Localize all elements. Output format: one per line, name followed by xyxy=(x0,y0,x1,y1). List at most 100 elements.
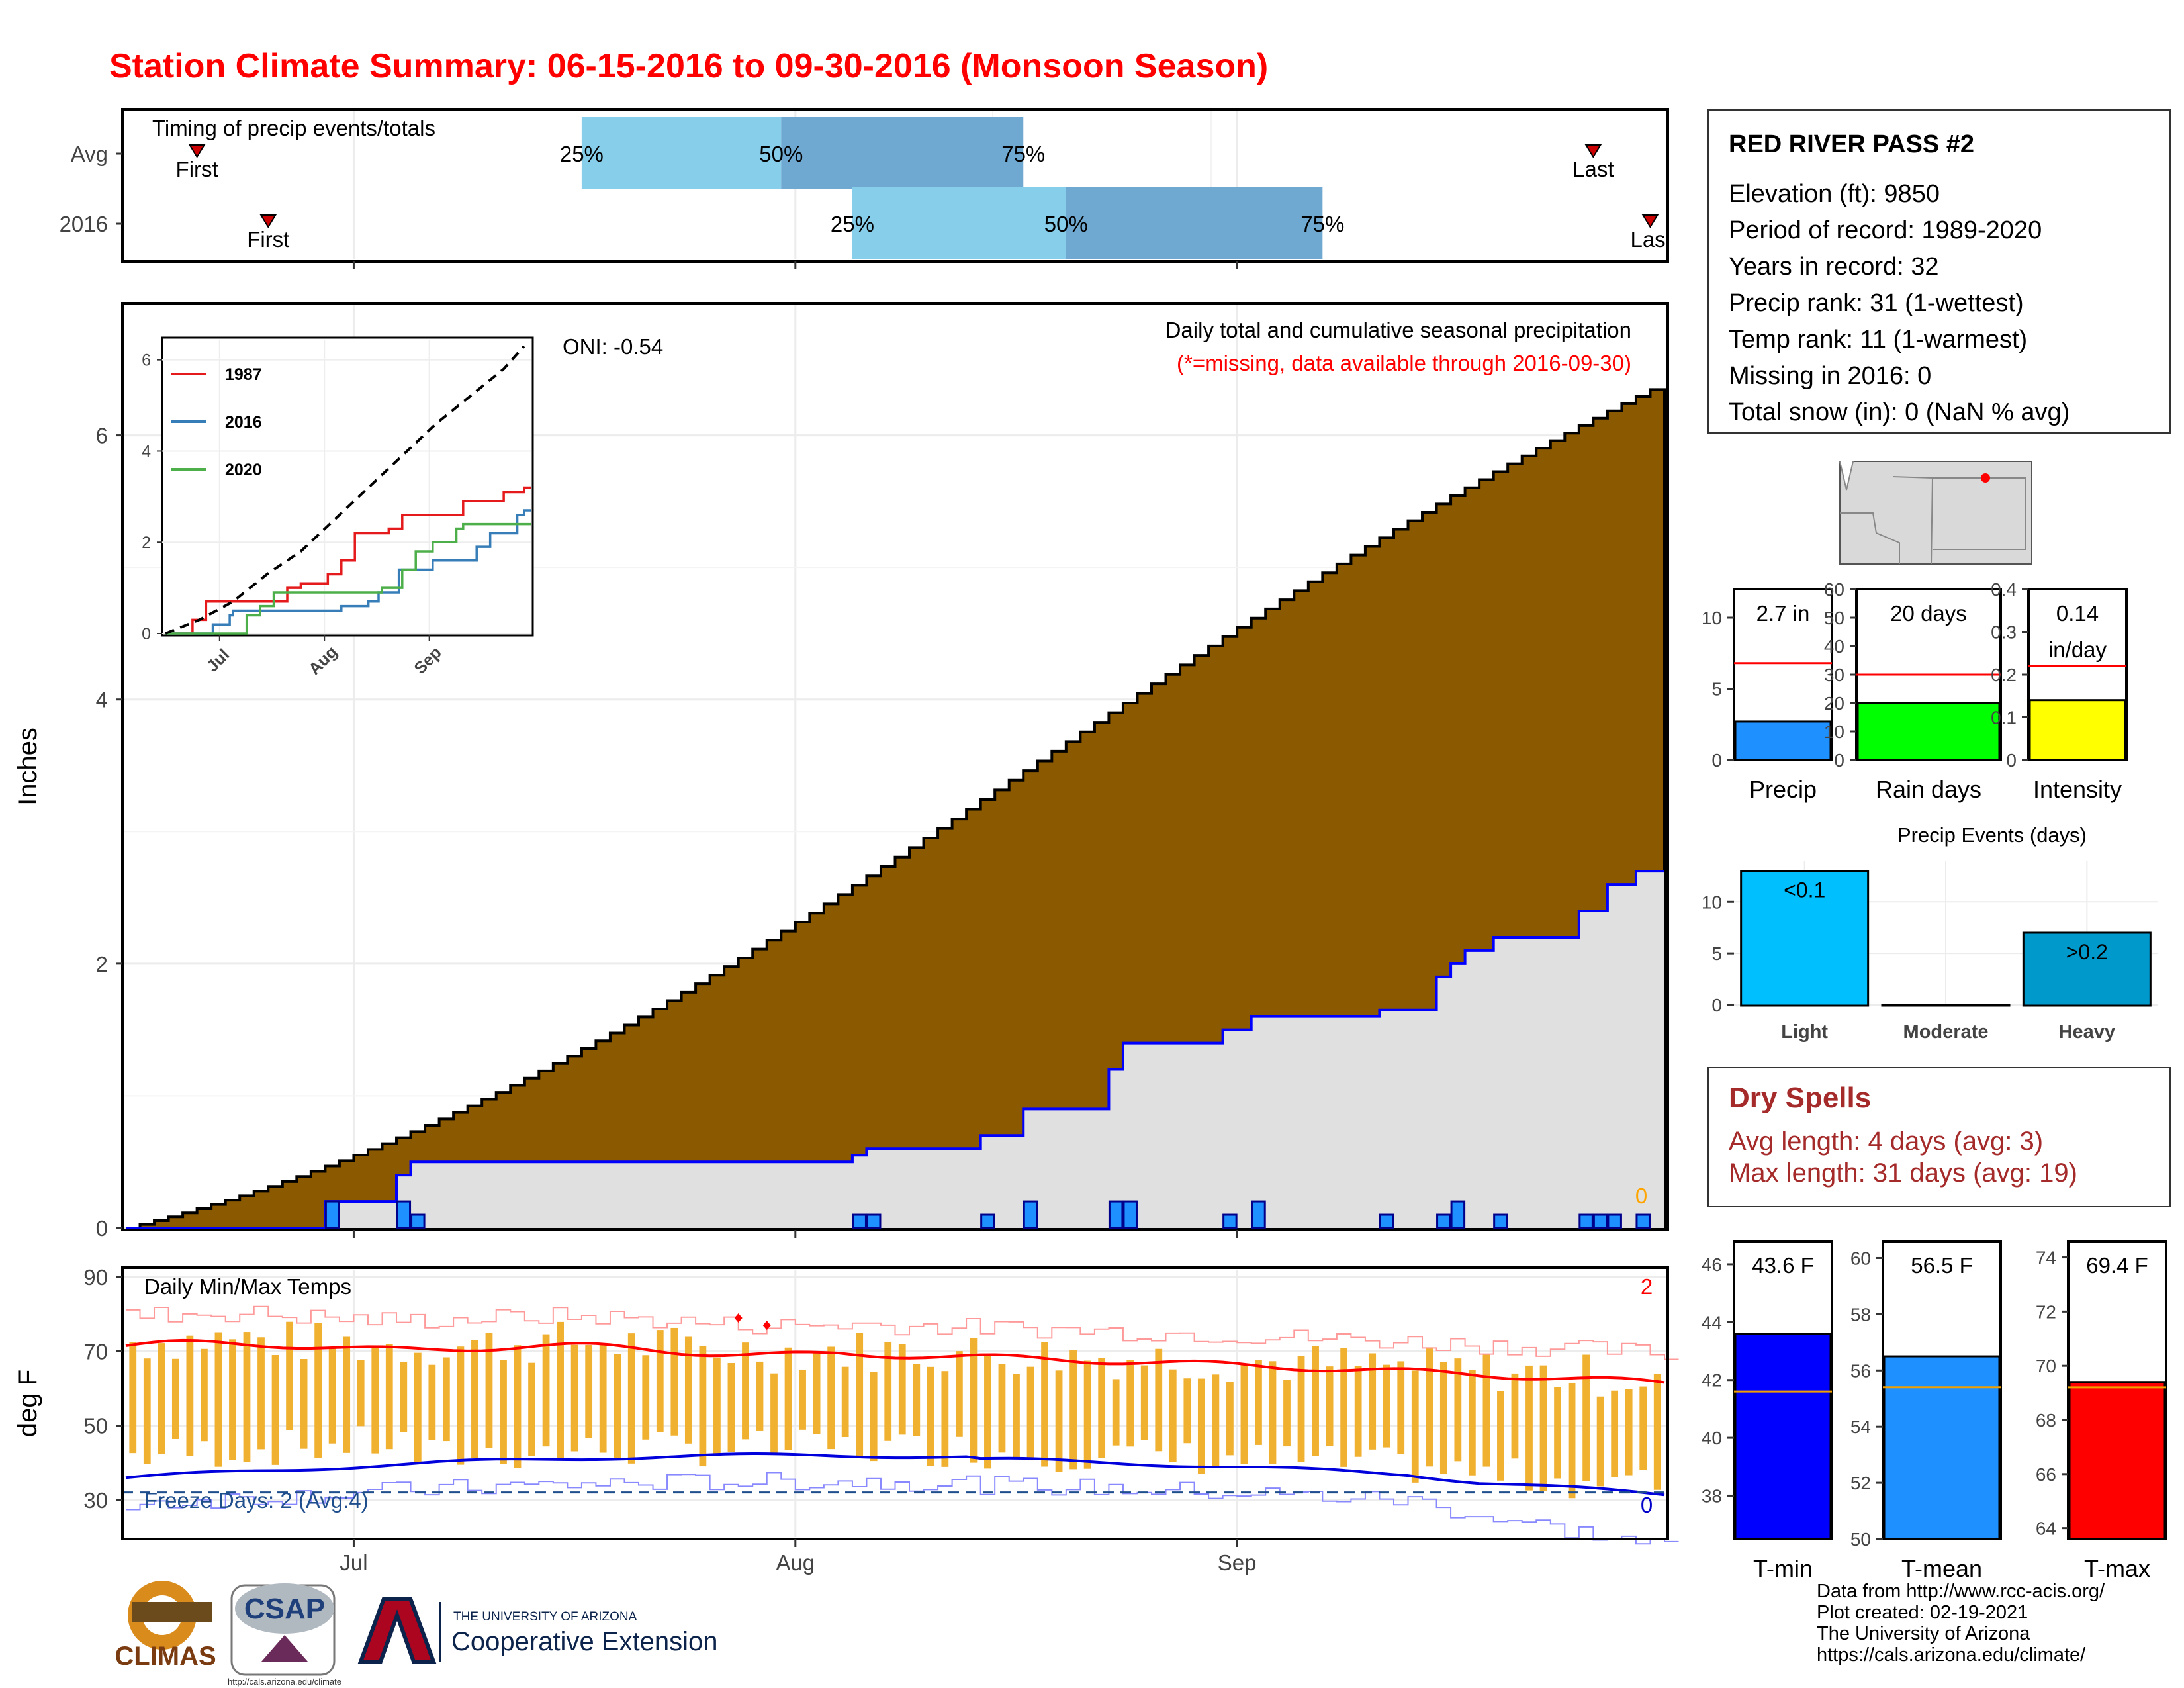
daily-precip-bar xyxy=(1251,1200,1266,1229)
inset-frame xyxy=(161,336,534,637)
daily-temp-range-bar xyxy=(314,1323,322,1458)
daily-temp-range-bar xyxy=(1511,1373,1519,1459)
daily-temp-range-bar xyxy=(1169,1369,1177,1462)
oni-label: ONI: -0.54 xyxy=(563,334,663,359)
daily-temp-range-bar xyxy=(1069,1350,1077,1470)
daily-temp-range-bar xyxy=(1326,1366,1334,1446)
daily-temp-range-bar xyxy=(1497,1391,1504,1481)
credit-line: Plot created: 02-19-2021 xyxy=(1817,1602,2028,1623)
station-info-box: RED RIVER PASS #2 Elevation (ft): 9850 P… xyxy=(1707,109,2171,434)
csap-url: http://cals.arizona.edu/climate xyxy=(228,1677,341,1687)
inset-series-2020 xyxy=(165,522,531,635)
temperature-panel: Daily Min/Max Temps Freeze Days: 2 (Avg:… xyxy=(13,1265,1679,1575)
temperature-xtick-label: Sep xyxy=(1218,1550,1257,1575)
station-info-line: Missing in 2016: 0 xyxy=(1729,362,1932,390)
daily-temp-range-bar xyxy=(1611,1390,1619,1477)
temperature-frame xyxy=(121,1266,1669,1540)
summary-value-label: 43.6 F xyxy=(1752,1253,1814,1278)
summary-ytick-label: 74 xyxy=(2036,1248,2056,1268)
daily-temp-range-bar xyxy=(799,1369,806,1430)
inset-ytick-label: 2 xyxy=(142,534,151,552)
daily-temp-range-bar xyxy=(870,1372,878,1462)
summary-ytick-label: 44 xyxy=(1702,1312,1722,1333)
timing-pct-label: 25% xyxy=(831,212,874,236)
events-ytick-label: 5 xyxy=(1711,943,1722,964)
first-event-label: First xyxy=(176,157,218,181)
last-event-label: Last xyxy=(1572,157,1614,181)
daily-temp-range-bar xyxy=(984,1354,991,1469)
daily-precip-bar xyxy=(1592,1213,1608,1229)
cumulative-corner-count: 0 xyxy=(1635,1184,1647,1208)
summary-value-label: 0.14 xyxy=(2056,601,2099,626)
daily-temp-range-bar xyxy=(898,1344,906,1435)
daily-temp-range-bar xyxy=(742,1342,749,1440)
summary-ytick-label: 0.1 xyxy=(1991,708,2017,728)
daily-precip-bar xyxy=(1023,1200,1038,1229)
daily-temp-range-bar xyxy=(1041,1342,1048,1467)
temp-lo-count: 0 xyxy=(1641,1493,1653,1517)
summary-ytick-label: 60 xyxy=(1824,579,1844,600)
summary-value-bar xyxy=(2068,1381,2166,1540)
last-event-label: Las xyxy=(1630,227,1665,252)
daily-temp-range-bar xyxy=(756,1361,764,1431)
daily-temp-range-bar xyxy=(614,1354,621,1460)
last-event-marker xyxy=(1641,214,1659,228)
daily-temp-range-bar xyxy=(1397,1361,1405,1454)
events-ytick-label: 0 xyxy=(1711,995,1722,1015)
daily-temp-range-bar xyxy=(627,1333,635,1464)
summary-ytick-label: 30 xyxy=(1824,665,1844,685)
timing-bar-25-50 xyxy=(852,187,1066,259)
summary-panel-name: Precip xyxy=(1749,776,1817,803)
credits-block: Data from http://www.rcc-acis.org/ Plot … xyxy=(1817,1581,2105,1665)
daily-temp-range-bar xyxy=(428,1364,436,1440)
summary-ytick-label: 10 xyxy=(1702,608,1722,628)
daily-temp-range-bar xyxy=(1411,1370,1419,1483)
daily-temp-range-bar xyxy=(158,1343,165,1454)
daily-temp-range-bar xyxy=(1340,1348,1348,1467)
daily-temp-range-bar xyxy=(1554,1387,1561,1479)
events-bar-label: <0.1 xyxy=(1784,878,1825,902)
daily-temp-range-bar xyxy=(599,1344,607,1453)
cumulative-ylabel: Inches xyxy=(13,727,42,806)
daily-temp-range-bar xyxy=(856,1333,864,1457)
station-info-line: Temp rank: 11 (1-warmest) xyxy=(1729,326,2028,353)
daily-precip-bar xyxy=(980,1213,995,1229)
climas-logo: CLIMAS xyxy=(114,1581,216,1671)
daily-temp-range-bar xyxy=(400,1361,408,1432)
summary-panel-name: Intensity xyxy=(2033,776,2122,803)
daily-temp-range-bar xyxy=(970,1338,978,1463)
timing-row-label: Avg xyxy=(71,142,108,166)
summary-value-bar xyxy=(1883,1355,2001,1540)
summary-value-label: 20 days xyxy=(1890,601,1967,626)
daily-temp-range-bar xyxy=(442,1357,450,1442)
daily-temp-range-bar xyxy=(713,1357,721,1454)
station-location-marker xyxy=(1981,473,1990,483)
first-event-label: First xyxy=(247,227,289,252)
inset-ytick-label: 4 xyxy=(142,442,151,461)
summary-ytick-label: 10 xyxy=(1824,722,1844,742)
summary-ytick-label: 0.3 xyxy=(1991,622,2017,643)
summary-value-bar xyxy=(1734,720,1832,761)
daily-precip-bar xyxy=(324,1200,340,1229)
daily-temp-range-bar xyxy=(1625,1389,1633,1476)
daily-temp-range-bar xyxy=(1596,1396,1604,1487)
summary-panel-name: T-min xyxy=(1753,1555,1813,1582)
cumulative-subtitle: (*=missing, data available through 2016-… xyxy=(1177,351,1631,375)
daily-temp-range-bar xyxy=(1098,1358,1106,1458)
daily-temp-range-bar xyxy=(328,1347,336,1444)
page-title: Station Climate Summary: 06-15-2016 to 0… xyxy=(109,47,1269,85)
summary-ytick-label: 0.4 xyxy=(1991,579,2017,600)
summary-value-bar xyxy=(1734,1333,1832,1540)
daily-temp-range-bar xyxy=(656,1330,664,1432)
university-logo: THE UNIVERSITY OF ARIZONA Cooperative Ex… xyxy=(357,1597,717,1664)
daily-precip-bar xyxy=(866,1213,882,1229)
summary-ytick-label: 50 xyxy=(1824,608,1844,628)
daily-temp-range-bar xyxy=(186,1335,194,1456)
daily-temp-range-bar xyxy=(514,1345,522,1468)
summary-ytick-label: 40 xyxy=(1702,1428,1722,1448)
daily-temp-range-bar xyxy=(1183,1378,1191,1444)
daily-precip-bar xyxy=(1108,1200,1124,1229)
inset-ytick-label: 6 xyxy=(142,352,151,370)
daily-temp-range-bar xyxy=(699,1346,707,1467)
station-name: RED RIVER PASS #2 xyxy=(1729,130,1974,158)
